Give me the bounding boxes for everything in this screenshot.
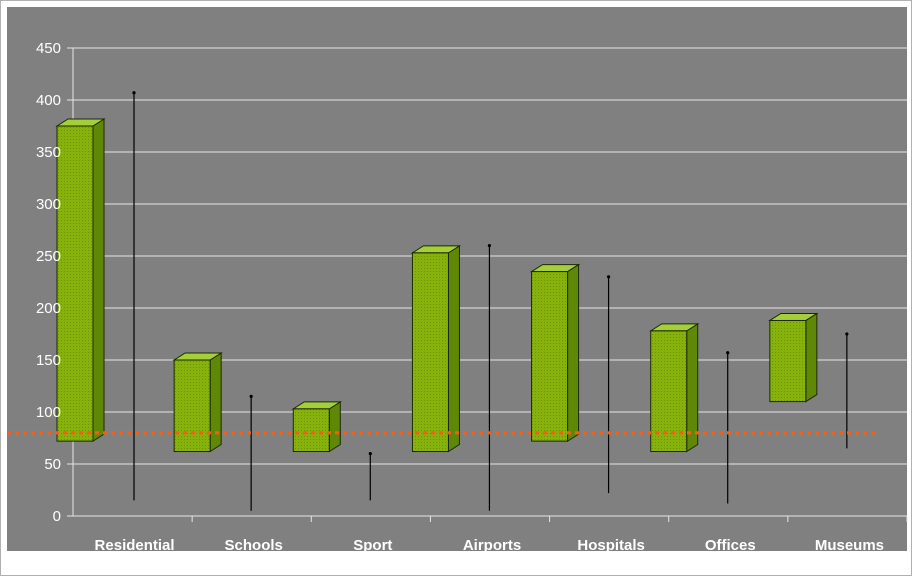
bar-front bbox=[173, 359, 211, 453]
bar-side-face bbox=[328, 400, 341, 453]
bar-side-face bbox=[805, 312, 818, 403]
range-high-marker bbox=[845, 332, 849, 336]
y-tick-label: 300 bbox=[36, 196, 61, 213]
tick-labels: 0 50 100 150 200 250 300 350 400 450 Residential Sc… bbox=[36, 40, 884, 554]
x-tick-label: Hospitals bbox=[577, 537, 645, 554]
y-tick-label: 350 bbox=[36, 144, 61, 161]
x-tick-label: Residential bbox=[95, 537, 175, 554]
y-tick-label: 400 bbox=[36, 92, 61, 109]
x-tick-label: Offices bbox=[705, 537, 756, 554]
bar-front bbox=[531, 271, 569, 442]
data-marks bbox=[55, 91, 849, 511]
y-tick-label: 250 bbox=[36, 248, 61, 265]
x-tick-label: Museums bbox=[815, 537, 884, 554]
range-high-marker bbox=[726, 351, 730, 355]
y-tick-label: 200 bbox=[36, 300, 61, 317]
bar-front bbox=[56, 125, 94, 442]
bar-front bbox=[769, 319, 807, 403]
y-tick-label: 150 bbox=[36, 352, 61, 369]
y-tick-label: 0 bbox=[53, 508, 61, 525]
bar-side-face bbox=[447, 244, 460, 453]
bar-side-face bbox=[92, 118, 105, 443]
range-high-marker bbox=[487, 244, 492, 248]
x-tick-label: Airports bbox=[463, 537, 521, 554]
range-high-marker bbox=[132, 91, 136, 95]
y-tick-label: 100 bbox=[36, 404, 61, 421]
x-tick-label: Schools bbox=[225, 537, 283, 554]
range-high-marker bbox=[368, 452, 372, 456]
bar-front bbox=[411, 252, 449, 453]
bar-front bbox=[292, 408, 330, 453]
x-tick-label: Sport bbox=[353, 537, 392, 554]
y-tick-label: 50 bbox=[44, 456, 61, 473]
range-high-marker bbox=[606, 275, 611, 279]
y-tick-label: 450 bbox=[36, 40, 61, 57]
bar-side-face bbox=[567, 263, 580, 443]
range-high-marker bbox=[249, 394, 253, 398]
bar-side-face bbox=[209, 352, 222, 453]
